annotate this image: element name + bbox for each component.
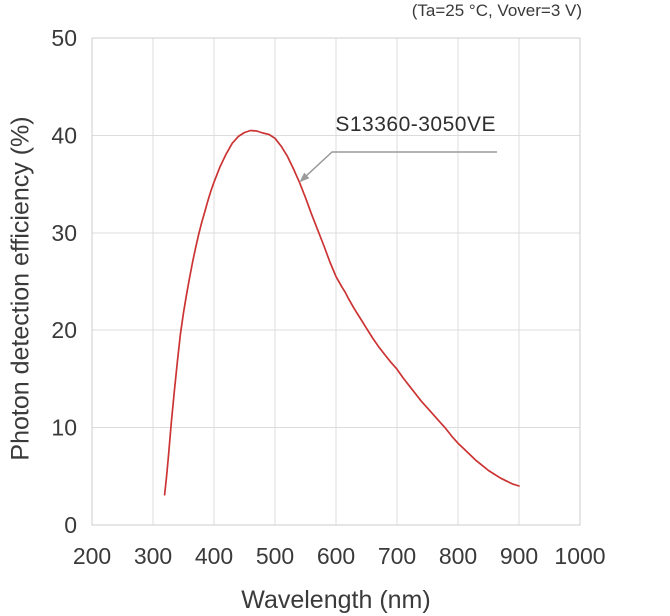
plot-border: [91, 37, 581, 526]
x-tick-label: 500: [256, 543, 294, 569]
y-tick-label: 10: [51, 415, 77, 441]
y-axis-title: Photon detection efficiency (%): [6, 116, 35, 461]
x-tick-label: 400: [195, 543, 233, 569]
x-tick-label: 600: [317, 543, 355, 569]
pde-curve: [163, 129, 520, 496]
annotation-arrowhead-icon: [299, 172, 310, 183]
y-tick-label: 50: [51, 25, 77, 51]
x-tick-label: 200: [73, 543, 111, 569]
x-tick-label: 1000: [554, 543, 605, 569]
y-tick-label: 20: [51, 317, 77, 343]
x-tick-label: 900: [500, 543, 538, 569]
annotation-leader-line: [306, 151, 497, 176]
x-tick-label: 300: [134, 543, 172, 569]
x-axis-title: Wavelength (nm): [241, 586, 431, 614]
x-tick-label: 800: [439, 543, 477, 569]
test-conditions-label: (Ta=25 °C, Vover=3 V): [411, 1, 582, 20]
x-tick-label: 700: [378, 543, 416, 569]
y-tick-label: 40: [51, 122, 77, 148]
y-tick-label: 30: [51, 220, 77, 246]
series-annotation-label: S13360-3050VE: [335, 113, 496, 136]
y-tick-label: 0: [64, 512, 77, 538]
